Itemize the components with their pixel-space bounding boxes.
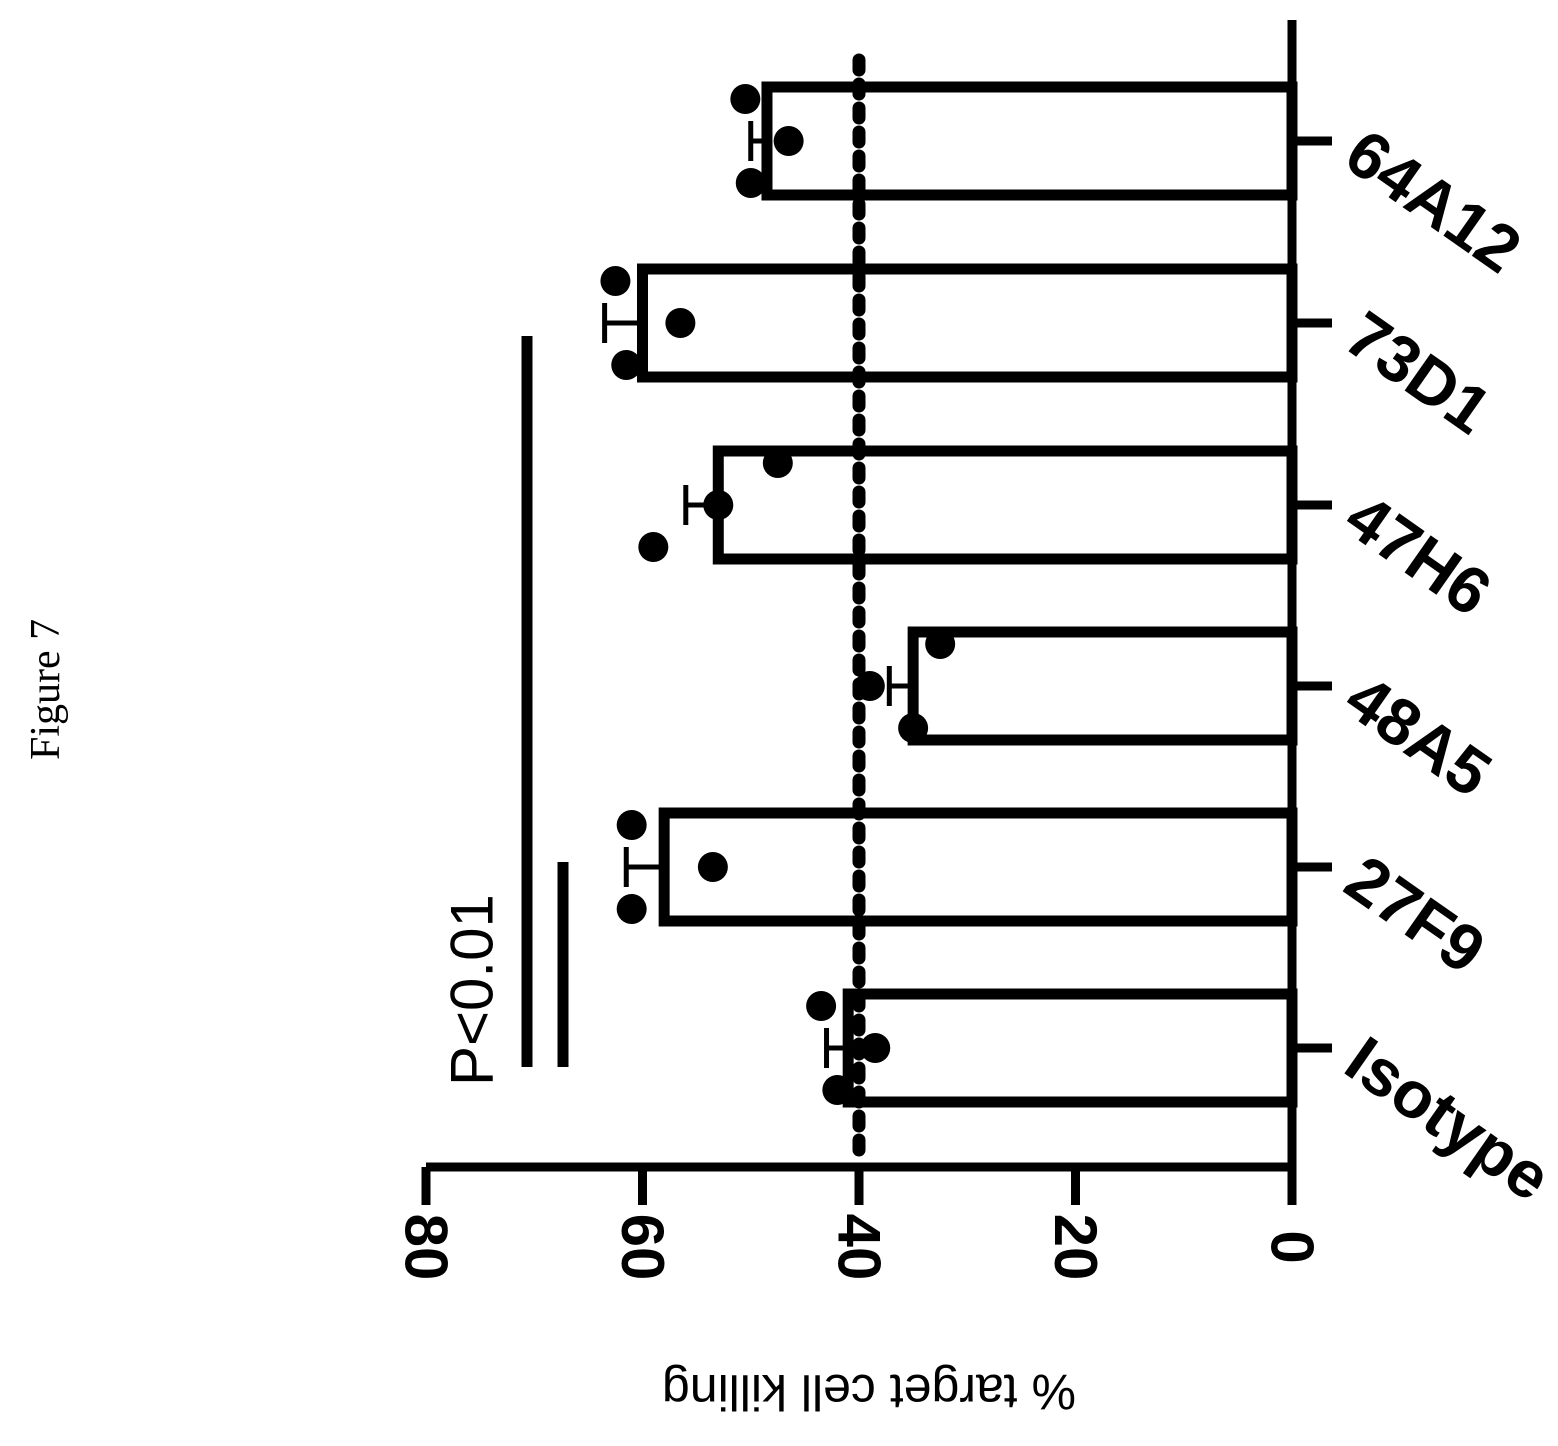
data-point (860, 1033, 891, 1063)
value-tick-label: 40 (826, 1214, 893, 1281)
value-tick-label: 80 (393, 1214, 460, 1281)
data-point (665, 308, 696, 338)
bar-47h6 (712, 445, 1298, 565)
data-point (616, 810, 647, 840)
data-point (854, 671, 885, 701)
data-point (898, 713, 929, 743)
bar-48a5 (907, 626, 1298, 746)
data-point (822, 1075, 853, 1105)
data-point (703, 490, 734, 520)
data-point (735, 168, 766, 198)
category-label-27f9: 27F9 (1333, 841, 1499, 988)
bar-isotype (842, 988, 1298, 1108)
category-label-73d1: 73D1 (1333, 297, 1505, 448)
value-tick-label: 20 (1042, 1214, 1109, 1281)
category-label-isotype: Isotype (1333, 1022, 1558, 1215)
data-point (616, 894, 647, 924)
bar-73d1 (637, 263, 1298, 383)
data-point (611, 350, 642, 380)
data-point (600, 266, 631, 296)
significance-label: P<0.01 (439, 894, 506, 1086)
value-tick-label: 0 (1259, 1230, 1326, 1263)
data-point (806, 991, 837, 1021)
category-label-47h6: 47H6 (1333, 479, 1505, 630)
data-point (925, 629, 956, 659)
data-point (638, 532, 669, 562)
bar-64a12 (761, 81, 1298, 201)
category-label-64a12: 64A12 (1333, 115, 1535, 287)
data-point (730, 84, 761, 114)
data-point (773, 126, 804, 156)
bar-27f9 (658, 807, 1298, 927)
data-point (697, 852, 728, 882)
data-point (762, 448, 793, 478)
value-tick-label: 60 (609, 1214, 676, 1281)
category-label-48a5: 48A5 (1333, 660, 1505, 811)
value-axis-title: % target cell killing (662, 1364, 1076, 1420)
